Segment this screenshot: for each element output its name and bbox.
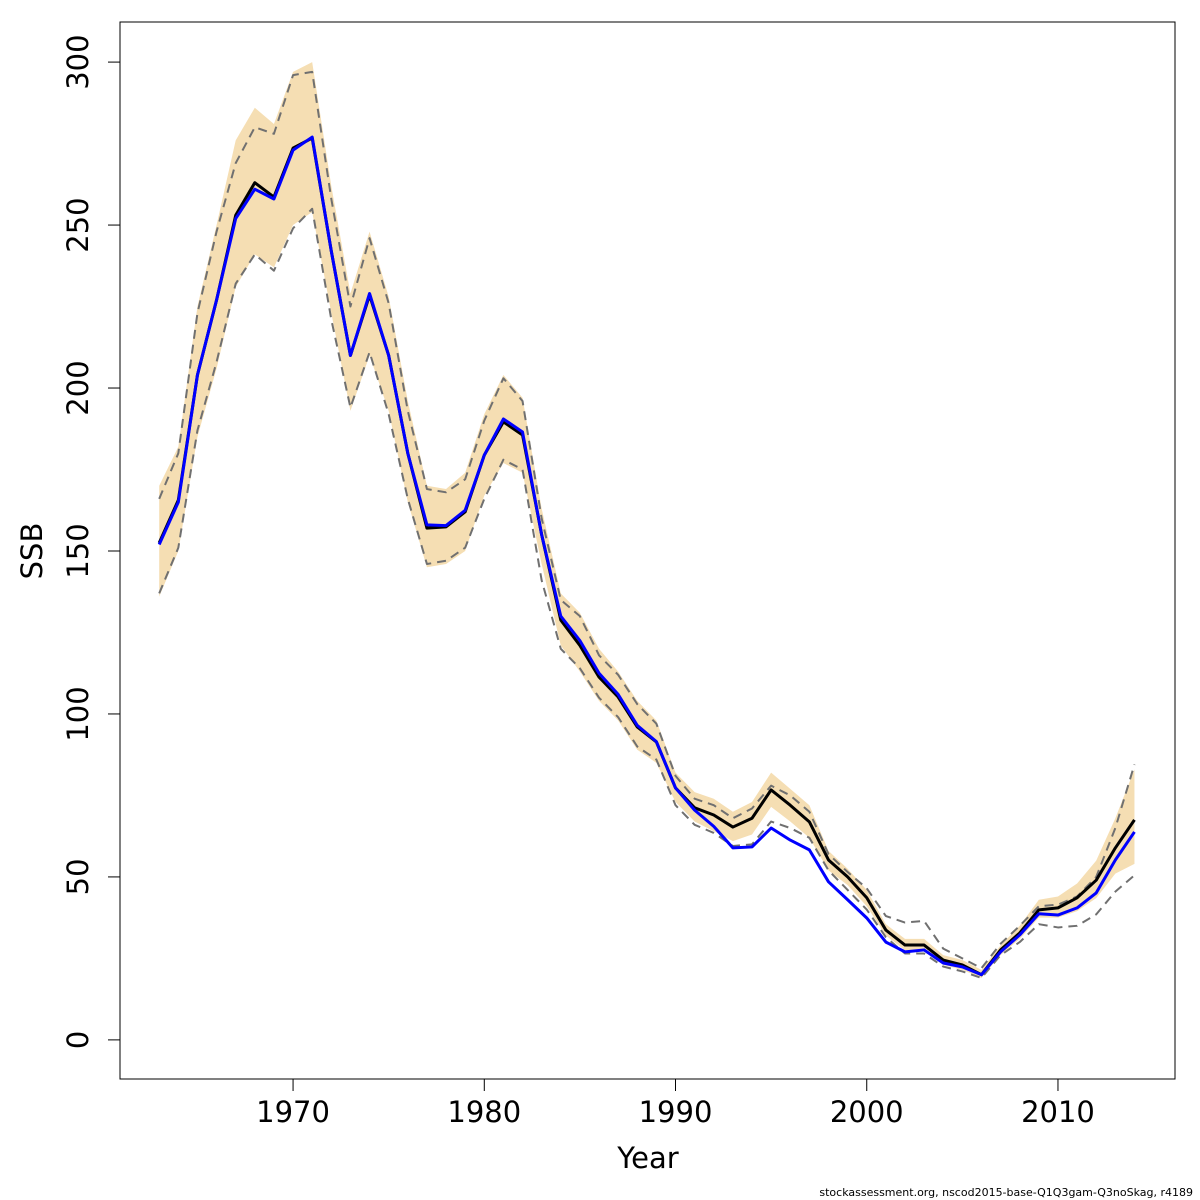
x-tick-label: 1990 <box>639 1095 713 1129</box>
y-axis-label: SSB <box>15 523 49 580</box>
dashed-line <box>158 207 1136 979</box>
x-tick-label: 2010 <box>1021 1095 1095 1129</box>
y-tick-label: 50 <box>61 858 95 895</box>
y-tick-label: 200 <box>61 360 95 415</box>
y-tick-label: 0 <box>61 1031 95 1049</box>
x-tick-label: 1970 <box>256 1095 330 1129</box>
confidence-band <box>159 62 1135 978</box>
y-tick-label: 300 <box>61 34 95 89</box>
dashed-line <box>158 70 1136 970</box>
x-tick-label: 1980 <box>447 1095 521 1129</box>
line <box>157 135 1136 977</box>
y-tick-label: 250 <box>61 197 95 252</box>
footnote: stockassessment.org, nscod2015-base-Q1Q3… <box>819 1186 1193 1199</box>
y-tick-label: 150 <box>61 523 95 578</box>
y-tick-label: 100 <box>61 686 95 741</box>
x-tick-label: 2000 <box>830 1095 904 1129</box>
x-axis-label: Year <box>616 1141 678 1175</box>
